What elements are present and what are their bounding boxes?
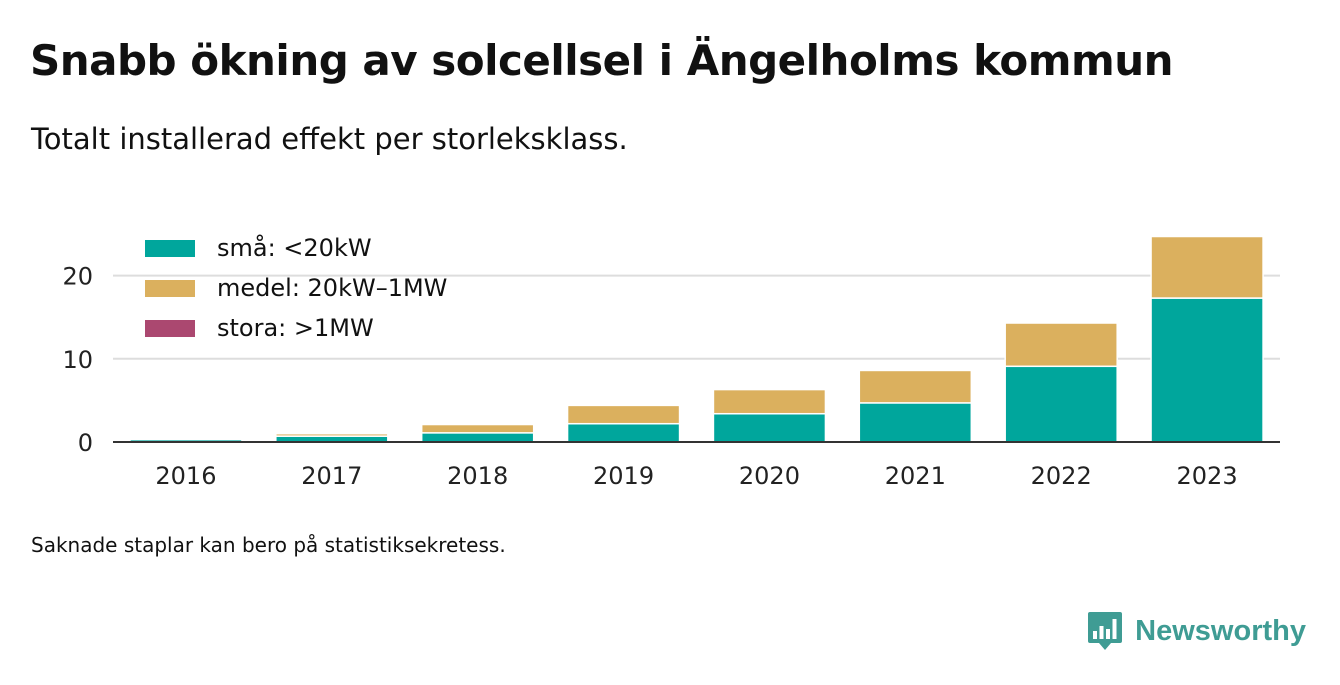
legend-label-small: små: <20kW — [217, 234, 372, 262]
footnote: Saknade staplar kan bero på statistiksek… — [31, 533, 506, 557]
legend-swatch-small — [145, 239, 195, 257]
bar-2023-series-2[interactable] — [1150, 235, 1264, 299]
bar-2019-series-2[interactable] — [566, 404, 681, 425]
bar-2020-series-1[interactable] — [712, 412, 827, 443]
x-tick-label: 2017 — [301, 462, 362, 490]
bar-2019-series-1[interactable] — [566, 422, 681, 443]
y-tick-label: 10 — [62, 346, 93, 374]
bar-2021-series-1[interactable] — [858, 402, 973, 443]
y-tick-label: 0 — [78, 429, 93, 457]
bar-2020-series-2[interactable] — [712, 388, 827, 415]
x-tick-label: 2016 — [155, 462, 216, 490]
legend: små: <20kW medel: 20kW–1MW stora: >1MW — [145, 228, 447, 348]
legend-swatch-large — [145, 319, 195, 337]
legend-item-medium[interactable]: medel: 20kW–1MW — [145, 268, 447, 308]
y-tick-label: 20 — [62, 263, 93, 291]
brand[interactable]: Newsworthy — [1087, 611, 1306, 651]
bar-2022-series-1[interactable] — [1004, 365, 1118, 443]
bar-2018-series-2[interactable] — [420, 423, 535, 434]
bar-2018-series-1[interactable] — [420, 432, 535, 443]
x-tick-label: 2022 — [1031, 462, 1092, 490]
bar-2023-series-1[interactable] — [1150, 297, 1264, 443]
x-tick-label: 2023 — [1177, 462, 1238, 490]
x-tick-label: 2020 — [739, 462, 800, 490]
x-tick-label: 2021 — [885, 462, 946, 490]
chart-subtitle: Totalt installerad effekt per storlekskl… — [31, 122, 628, 156]
legend-label-large: stora: >1MW — [217, 314, 374, 342]
legend-item-large[interactable]: stora: >1MW — [145, 308, 447, 348]
bar-2021-series-2[interactable] — [858, 369, 973, 404]
bar-2022-series-2[interactable] — [1004, 322, 1118, 368]
legend-label-medium: medel: 20kW–1MW — [217, 274, 448, 302]
bars — [129, 235, 1264, 443]
legend-swatch-medium — [145, 279, 195, 297]
brand-name: Newsworthy — [1135, 614, 1306, 647]
axes: 0 10 20 2016 2017 2018 2019 2020 2021 2022 2023 — [62, 263, 1280, 490]
x-tick-label: 2019 — [593, 462, 654, 490]
bar-2017-series-2[interactable] — [275, 432, 389, 437]
legend-item-small[interactable]: små: <20kW — [145, 228, 447, 268]
bar-chart-speech-bubble-icon — [1088, 612, 1123, 650]
chart-title: Snabb ökning av solcellsel i Ängelholms … — [30, 36, 1174, 85]
x-tick-label: 2018 — [447, 462, 508, 490]
